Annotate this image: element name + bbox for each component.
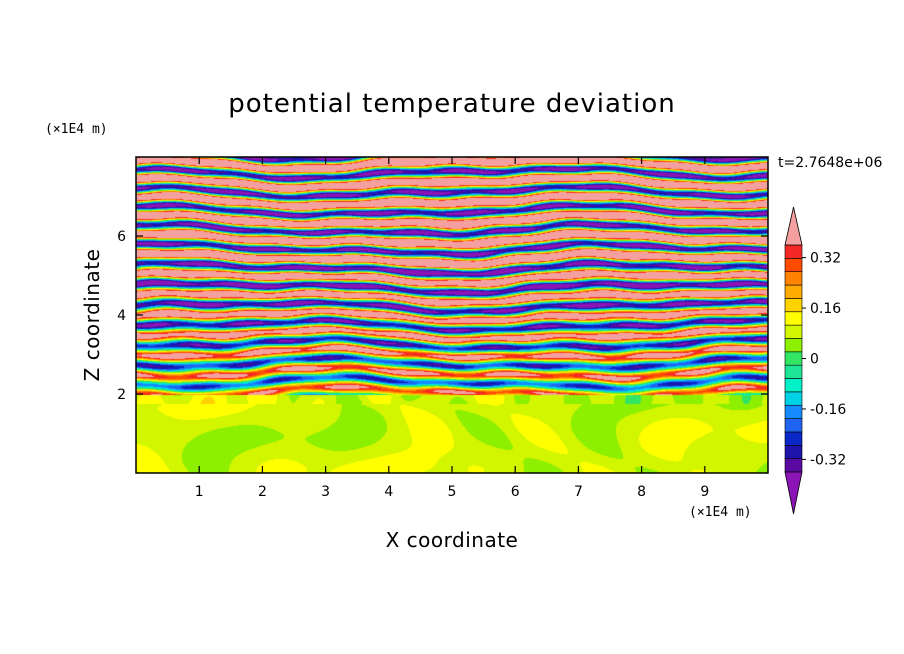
colorbar-segment <box>784 271 803 286</box>
colorbar-segment <box>784 284 803 299</box>
colorbar-tick-label: 0.32 <box>810 251 841 267</box>
colorbar-tick-label: -0.32 <box>810 452 846 468</box>
chart-title: potential temperature deviation <box>228 89 675 119</box>
x-tick-label: 5 <box>448 484 457 500</box>
colorbar-segment <box>784 431 803 446</box>
x-tick-label: 8 <box>637 484 646 500</box>
colorbar-min-extension <box>784 471 803 515</box>
y-tick-label: 2 <box>117 387 126 403</box>
colorbar-tick-label: 0.16 <box>810 301 841 317</box>
colorbar-segment <box>784 364 803 379</box>
colorbar-segment <box>784 244 803 259</box>
x-axis: 1 2 3 4 5 6 7 8 9 <box>195 157 709 500</box>
colorbar-segment <box>784 258 803 273</box>
colorbar-segment <box>784 298 803 313</box>
colorbar-segment <box>784 404 803 419</box>
colorbar-tick-label: 0 <box>810 352 819 368</box>
colorbar-segment <box>784 418 803 433</box>
colorbar-segment <box>784 444 803 459</box>
contour-field <box>136 157 768 473</box>
colorbar-segment <box>784 378 803 393</box>
colorbar-segment <box>784 338 803 353</box>
y-axis-label: Z coordinate <box>80 249 104 382</box>
colorbar-max-extension <box>784 206 803 246</box>
x-tick-label: 7 <box>574 484 583 500</box>
x-tick-label: 4 <box>384 484 393 500</box>
x-tick-label: 1 <box>195 484 204 500</box>
contour-raster <box>136 157 768 473</box>
x-tick-label: 6 <box>511 484 520 500</box>
colorbar-segment <box>784 324 803 339</box>
colorbar-segment <box>784 311 803 326</box>
colorbar-tick-label: -0.16 <box>810 402 846 418</box>
y-tick-label: 4 <box>117 308 126 324</box>
y-tick-label: 6 <box>117 229 126 245</box>
x-tick-label: 3 <box>321 484 330 500</box>
colorbar-segment <box>784 391 803 406</box>
x-axis-label: X coordinate <box>386 528 519 552</box>
colorbar-segment <box>784 458 803 473</box>
x-tick-label: 9 <box>700 484 709 500</box>
colorbar: -0.32 -0.16 0 0.16 0.32 <box>784 206 846 515</box>
y-unit-label: (×1E4 m) <box>45 122 108 137</box>
y-axis: 2 4 6 <box>117 229 768 403</box>
colorbar-segment <box>784 351 803 366</box>
time-label: t=2.7648e+06 <box>778 155 882 171</box>
x-unit-label: (×1E4 m) <box>689 505 752 520</box>
x-tick-label: 2 <box>258 484 267 500</box>
